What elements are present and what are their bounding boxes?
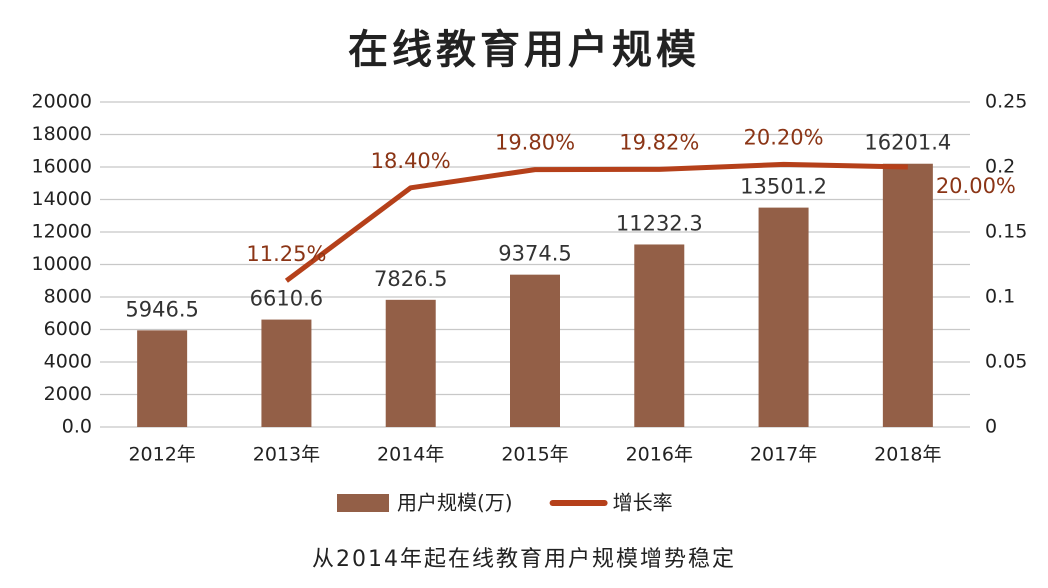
bar (634, 244, 685, 427)
bar (385, 299, 436, 427)
bar (882, 163, 933, 428)
chart-title: 在线教育用户规模 (348, 27, 700, 73)
chart-caption: 从2014年起在线教育用户规模增势稳定 (312, 547, 736, 572)
y2-tick-label: 0.05 (985, 351, 1027, 373)
bar (758, 207, 809, 427)
x-tick-label: 2017年 (750, 444, 817, 466)
legend-swatch (337, 494, 389, 512)
bar-value-label: 7826.5 (374, 267, 447, 291)
line-value-label: 20.20% (744, 125, 824, 149)
bar-value-label: 11232.3 (616, 211, 703, 235)
x-tick-label: 2012年 (128, 444, 195, 466)
y-tick-label: 18000 (32, 123, 92, 145)
y2-tick-label: 0.15 (985, 221, 1027, 243)
x-tick-label: 2018年 (874, 444, 941, 466)
legend-label: 增长率 (613, 491, 673, 515)
bar-value-label: 5946.5 (125, 297, 198, 321)
bar-value-label: 9374.5 (498, 242, 571, 266)
y-tick-label: 14000 (32, 188, 92, 210)
line-value-label: 19.82% (619, 130, 699, 154)
bar-value-label: 13501.2 (740, 175, 827, 199)
line-value-label: 20.00% (936, 174, 1016, 198)
x-tick-label: 2013年 (253, 444, 320, 466)
x-tick-label: 2015年 (501, 444, 568, 466)
x-tick-label: 2016年 (626, 444, 693, 466)
bar (510, 274, 560, 427)
y-tick-label: 6000 (44, 318, 92, 340)
y-tick-label: 16000 (32, 156, 92, 178)
bar (261, 319, 312, 427)
y2-tick-label: 0.25 (985, 91, 1027, 113)
bar-value-label: 16201.4 (864, 131, 951, 155)
line-value-label: 19.80% (495, 131, 575, 155)
y-tick-label: 10000 (32, 253, 92, 275)
y-tick-label: 0.0 (62, 416, 92, 438)
y-tick-label: 8000 (44, 286, 92, 308)
y2-tick-label: 0 (985, 416, 997, 438)
legend-label: 用户规模(万) (397, 491, 513, 515)
x-tick-label: 2014年 (377, 444, 444, 466)
y-tick-label: 20000 (32, 91, 92, 113)
line-value-label: 11.25% (246, 242, 326, 266)
line (284, 161, 908, 283)
y2-tick-label: 0.2 (985, 156, 1015, 178)
y-tick-label: 4000 (44, 351, 92, 373)
y-tick-label: 2000 (44, 383, 92, 405)
line-value-label: 18.40% (371, 149, 451, 173)
y2-tick-label: 0.1 (985, 286, 1015, 308)
bar (137, 330, 188, 427)
y-tick-label: 12000 (32, 221, 92, 243)
bar-value-label: 6610.6 (250, 287, 323, 311)
